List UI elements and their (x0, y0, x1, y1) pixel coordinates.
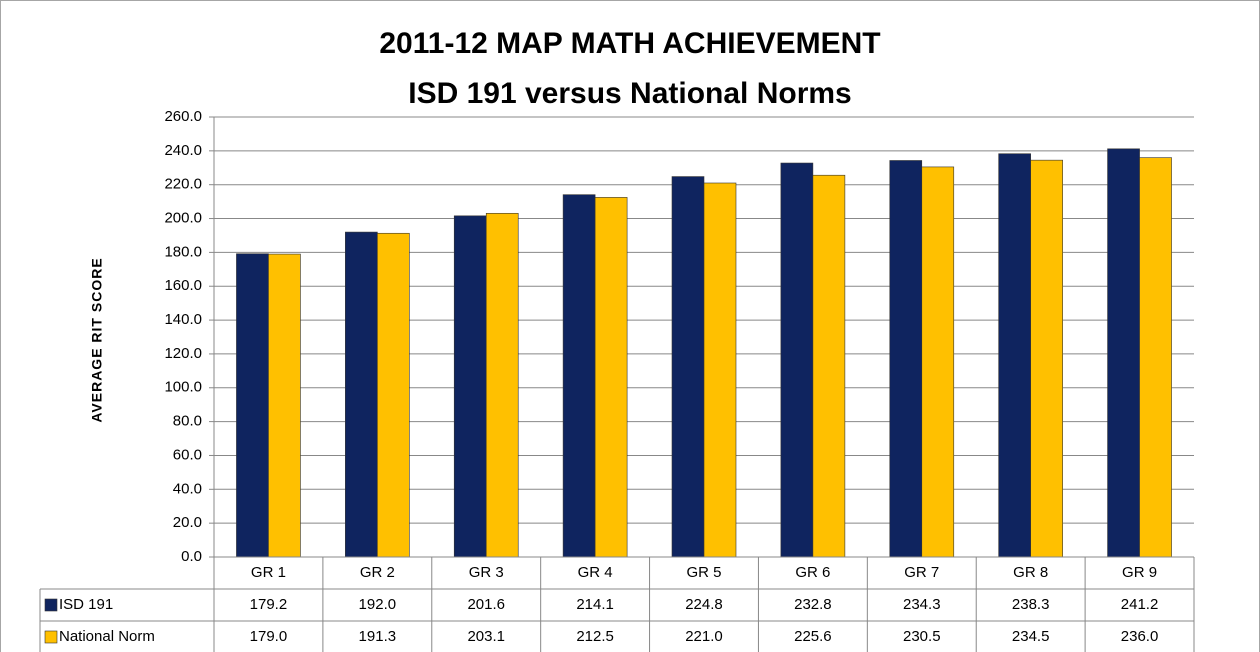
y-tick-label: 60.0 (173, 446, 202, 463)
bar (594, 197, 628, 558)
table-value: 179.0 (250, 628, 288, 645)
bar (268, 253, 301, 558)
y-tick-label: 80.0 (173, 413, 202, 430)
bar (485, 212, 519, 558)
table-value: 241.2 (1121, 596, 1159, 613)
x-tick-label: GR 8 (1013, 564, 1048, 581)
legend-swatch (44, 598, 58, 612)
bar (345, 231, 378, 558)
table-value: 232.8 (794, 596, 832, 613)
table-value: 234.5 (1012, 628, 1050, 645)
chart-subtitle: ISD 191 versus National Norms (408, 77, 852, 110)
y-axis-label: AVERAGE RIT SCORE (89, 257, 105, 422)
table-value: 230.5 (903, 628, 941, 645)
bar (1107, 148, 1140, 558)
table-value: 236.0 (1121, 628, 1159, 645)
bar (377, 232, 410, 558)
legend-label: ISD 191 (59, 596, 113, 613)
y-tick-label: 0.0 (181, 548, 202, 565)
y-tick-label: 160.0 (164, 277, 202, 294)
legend-swatch (44, 630, 58, 644)
y-tick-label: 260.0 (164, 108, 202, 125)
bar (812, 174, 846, 558)
table-value: 221.0 (685, 628, 723, 645)
bar (671, 176, 705, 558)
bar (562, 194, 596, 558)
bar (921, 166, 955, 558)
y-tick-label: 120.0 (164, 345, 202, 362)
table-value: 179.2 (250, 596, 288, 613)
table-value: 203.1 (467, 628, 505, 645)
y-tick-label: 220.0 (164, 176, 202, 193)
y-tick-label: 100.0 (164, 379, 202, 396)
x-tick-label: GR 1 (251, 564, 286, 581)
legend-label: National Norm (59, 628, 155, 645)
y-tick-label: 200.0 (164, 210, 202, 227)
x-tick-label: GR 3 (469, 564, 504, 581)
table-value: 234.3 (903, 596, 941, 613)
bar (780, 162, 814, 558)
x-tick-label: GR 2 (360, 564, 395, 581)
x-tick-label: GR 4 (578, 564, 613, 581)
table-value: 214.1 (576, 596, 614, 613)
y-tick-label: 140.0 (164, 311, 202, 328)
table-value: 191.3 (359, 628, 397, 645)
y-tick-label: 180.0 (164, 243, 202, 260)
table-value: 201.6 (467, 596, 505, 613)
table-value: 225.6 (794, 628, 832, 645)
x-tick-label: GR 5 (686, 564, 721, 581)
table-value: 212.5 (576, 628, 614, 645)
table-value: 192.0 (359, 596, 397, 613)
bar (1030, 159, 1063, 558)
chart-title: 2011-12 MAP MATH ACHIEVEMENT (379, 27, 880, 60)
x-tick-label: GR 6 (795, 564, 830, 581)
bar (703, 182, 737, 558)
table-value: 238.3 (1012, 596, 1050, 613)
bar (453, 215, 487, 558)
y-tick-label: 240.0 (164, 142, 202, 159)
x-tick-label: GR 9 (1122, 564, 1157, 581)
x-tick-label: GR 7 (904, 564, 939, 581)
bar (889, 160, 923, 558)
bar (236, 253, 269, 558)
y-tick-label: 40.0 (173, 480, 202, 497)
y-tick-label: 20.0 (173, 514, 202, 531)
bar (998, 153, 1031, 558)
bar (1139, 157, 1172, 558)
table-value: 224.8 (685, 596, 723, 613)
